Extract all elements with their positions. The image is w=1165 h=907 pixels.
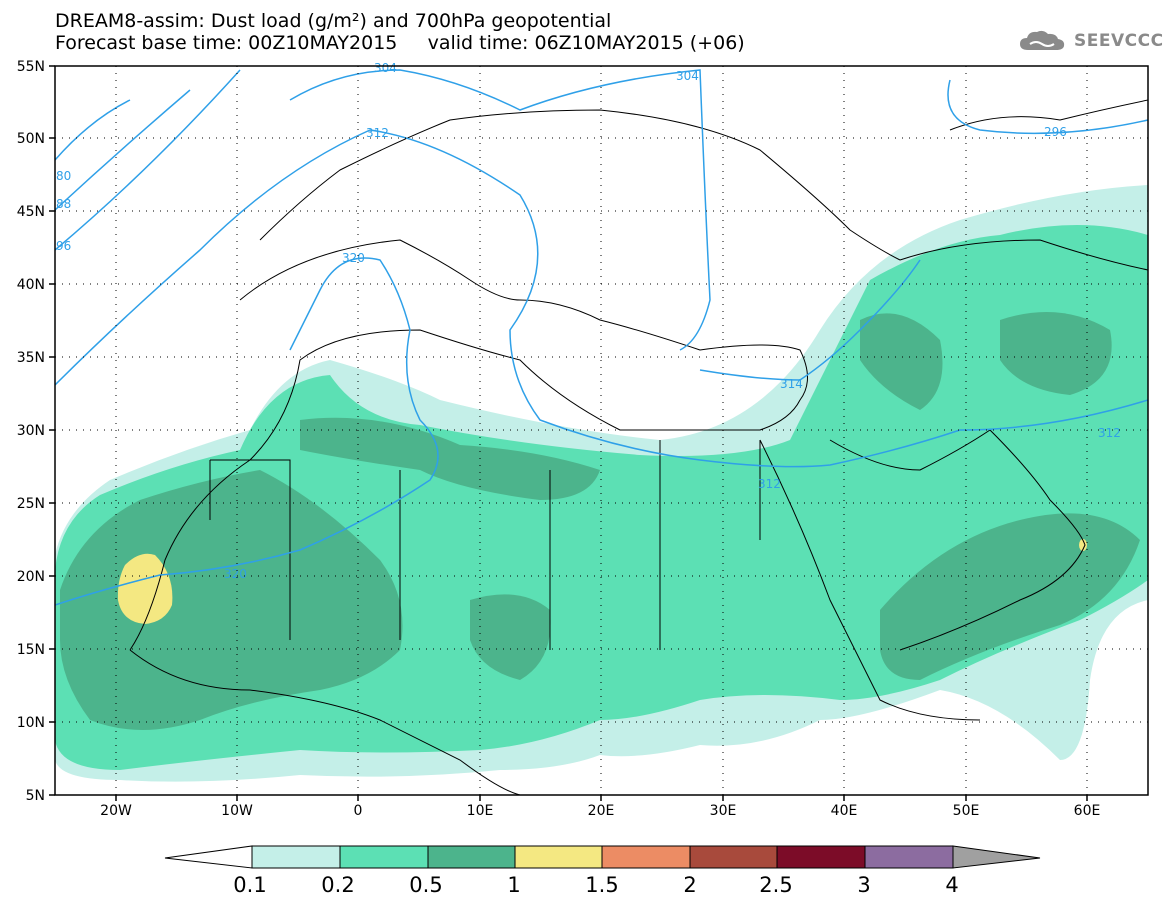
colorbar-swatch [776,845,866,869]
map-title: DREAM8-assim: Dust load (g/m²) and 700hP… [55,10,612,32]
lon-label: 40E [831,803,858,819]
lat-label: 35N [17,350,45,366]
contour-320 [55,257,439,606]
lon-label: 10W [221,803,253,819]
contour-label: 312 [758,477,781,491]
contour-label: 312 [366,126,389,140]
lat-label: 45N [17,204,45,220]
dust-field [55,185,1148,782]
contour-312 [55,129,1148,468]
contour-label: 304 [374,61,397,75]
colorbar-tick-label: 0.2 [321,873,354,897]
lat-label: 25N [17,496,45,512]
lat-label: 40N [17,277,45,293]
colorbar-under-arrow [164,845,253,869]
contour-288 [55,89,191,211]
dust-band-high-arabia [860,313,943,410]
latitude-labels: 55N 50N 45N 40N 35N 30N 25N 20N 15N 10N … [17,59,45,804]
colorbar-tick-label: 2 [683,873,696,897]
contour-label: 320 [224,567,247,581]
colorbar-swatch [514,845,603,869]
dust-band-high-east [880,513,1140,680]
lat-label: 30N [17,423,45,439]
contour-label: 88 [56,197,71,211]
lon-label: 20E [588,803,615,819]
colorbar-swatch [251,845,341,869]
contour-304 [289,69,711,351]
contour-296 [947,79,1148,135]
cloud-icon [1020,30,1065,50]
lon-label: 60E [1074,803,1101,819]
logo-text: SEEVCCC [1074,31,1164,51]
lon-label: 0 [354,803,363,819]
colorbar-tick-label: 4 [945,873,958,897]
contour-label: 314 [780,377,803,391]
lat-label: 55N [17,59,45,75]
dust-band-high-west [60,470,403,730]
lon-label: 30E [710,803,737,819]
dust-band-high-central [470,594,551,680]
colorbar [164,845,1041,869]
lat-label: 5N [26,788,45,804]
lat-label: 10N [17,715,45,731]
contour-label: 304 [676,69,699,83]
colorbar-tick-label: 1 [507,873,520,897]
contour-280 [55,99,131,161]
lat-label: 20N [17,569,45,585]
lon-label: 10E [467,803,494,819]
colorbar-tick-label: 0.5 [409,873,442,897]
colorbar-swatch [427,845,516,869]
colorbar-tick-label: 3 [857,873,870,897]
graticule [55,66,1148,795]
dust-max-senegal [117,553,173,624]
lon-label: 20W [100,803,132,819]
colorbar-tick-label: 2.5 [759,873,792,897]
lat-label: 50N [17,131,45,147]
longitude-labels: 20W 10W 0 10E 20E 30E 40E 50E 60E [100,803,1100,819]
colorbar-swatch [864,845,954,869]
colorbar-tick-label: 0.1 [233,873,266,897]
contour-314 [699,259,921,381]
colorbar-ticks: 0.1 0.2 0.5 1 1.5 2 2.5 3 4 [233,873,958,897]
logo: SEEVCCC [1018,28,1164,54]
dust-band-high-sahara [300,417,600,500]
colorbar-swatch [601,845,691,869]
geopotential-contours [55,69,1148,606]
axis-ticks [49,65,1088,801]
contour-label: 320 [342,251,365,265]
contour-label: 296 [1044,125,1067,139]
dust-band-high-iran [1000,312,1112,395]
contour-label-group: 304 304 312 320 320 314 312 312 296 80 8… [56,61,1121,581]
colorbar-swatch [689,845,778,869]
dust-max-oman [1079,539,1087,551]
map-subtitle: Forecast base time: 00Z10MAY2015 valid t… [55,32,745,54]
contour-label: 312 [1098,426,1121,440]
lat-label: 15N [17,642,45,658]
colorbar-tick-label: 1.5 [585,873,618,897]
coastlines [129,99,1148,795]
contour-label: 80 [56,169,71,183]
lon-label: 50E [953,803,980,819]
contour-label: 96 [56,239,71,253]
contour-296w [55,69,241,251]
colorbar-over-arrow [952,845,1041,869]
colorbar-swatch [339,845,429,869]
